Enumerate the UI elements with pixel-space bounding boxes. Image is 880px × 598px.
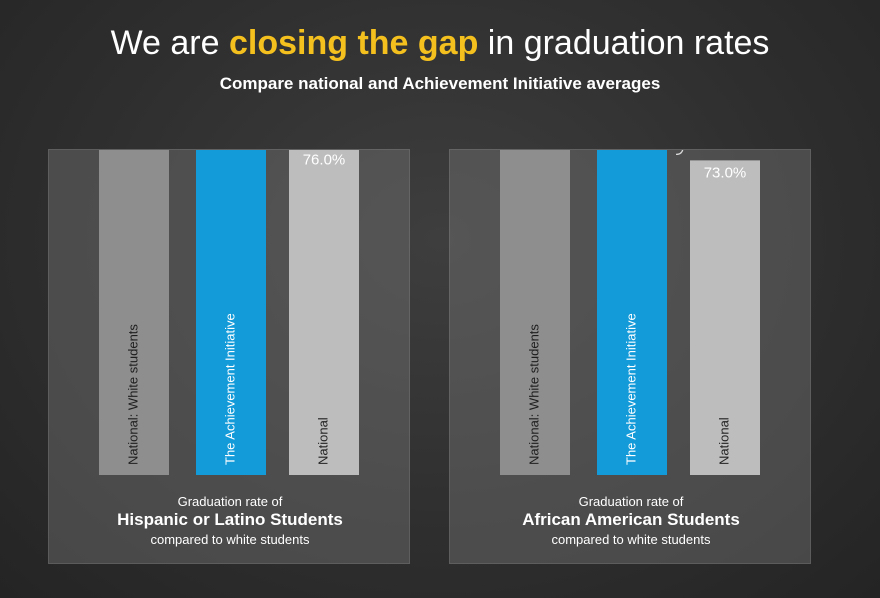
bar-achievement-initiative xyxy=(597,150,667,475)
category-label: National xyxy=(315,417,330,465)
chart-panel-hispanic: 91.0%88.1%National: White students87.2%T… xyxy=(48,149,410,564)
category-label: The Achievement Initiative xyxy=(222,313,237,465)
page-title: We are closing the gap in graduation rat… xyxy=(0,24,880,63)
category-label: National xyxy=(716,417,731,465)
title-suffix: in graduation rates xyxy=(478,24,770,62)
bar-national xyxy=(690,160,760,475)
caption-main: African American Students xyxy=(522,510,740,529)
bar-achievement-initiative xyxy=(196,150,266,475)
value-label: 76.0% xyxy=(303,151,346,168)
title-highlight: closing the gap xyxy=(228,24,479,62)
category-label: National: White students xyxy=(526,324,541,465)
caption-top: Graduation rate of xyxy=(177,494,283,509)
bar-white-students xyxy=(99,150,169,475)
value-label: 73.0% xyxy=(704,164,747,181)
caption-top: Graduation rate of xyxy=(578,494,684,509)
category-label: The Achievement Initiative xyxy=(623,313,638,465)
chart-panel-african-american: 91.0%88.1%National: White students85.2%T… xyxy=(449,149,811,564)
bar-chart-hispanic: 91.0%88.1%National: White students87.2%T… xyxy=(99,150,359,475)
bar-chart-african-american: 91.0%88.1%National: White students85.2%T… xyxy=(500,150,760,475)
bar-national xyxy=(289,150,359,475)
gap-brace xyxy=(675,150,684,156)
title-prefix: We are xyxy=(110,24,229,62)
category-label: National: White students xyxy=(125,324,140,465)
caption-main: Hispanic or Latino Students xyxy=(117,510,343,529)
caption-bottom: compared to white students xyxy=(551,532,711,547)
caption-bottom: compared to white students xyxy=(150,532,310,547)
bar-white-students xyxy=(500,150,570,475)
page-subtitle: Compare national and Achievement Initiat… xyxy=(219,74,661,93)
